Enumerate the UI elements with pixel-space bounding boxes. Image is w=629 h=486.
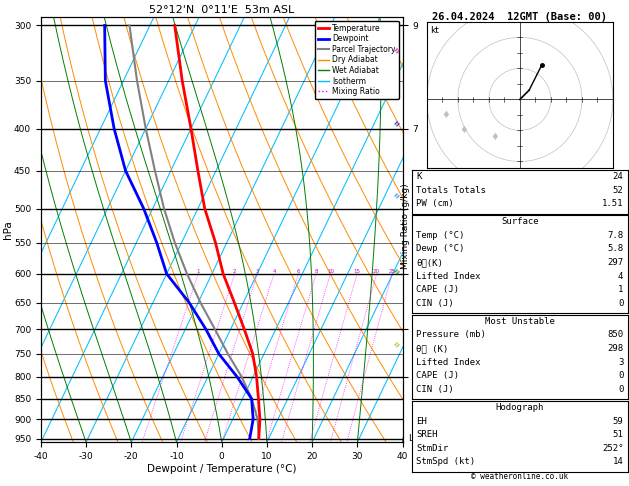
Text: θᴇ (K): θᴇ (K) [416,344,448,353]
Text: 20: 20 [373,269,380,274]
Text: CIN (J): CIN (J) [416,385,454,394]
Text: ≡: ≡ [393,119,402,127]
Text: 1: 1 [196,269,200,274]
Text: 297: 297 [607,258,623,267]
Y-axis label: km
ASL: km ASL [427,219,445,241]
Text: Pressure (mb): Pressure (mb) [416,330,486,340]
Y-axis label: hPa: hPa [3,220,13,239]
Text: 3: 3 [618,358,623,367]
Text: PW (cm): PW (cm) [416,199,454,208]
Title: 52°12'N  0°11'E  53m ASL: 52°12'N 0°11'E 53m ASL [149,5,294,15]
Text: CAPE (J): CAPE (J) [416,371,459,381]
Text: 15: 15 [353,269,360,274]
Text: kt: kt [430,26,440,35]
Text: Hodograph: Hodograph [496,403,544,412]
Text: 14: 14 [613,457,623,467]
Text: 25: 25 [389,269,396,274]
Text: θᴇ(K): θᴇ(K) [416,258,443,267]
Text: 298: 298 [607,344,623,353]
Text: Most Unstable: Most Unstable [485,317,555,326]
Text: 4: 4 [618,272,623,281]
Text: 59: 59 [613,417,623,426]
Text: 24: 24 [613,172,623,181]
Text: 3: 3 [255,269,259,274]
Text: Lifted Index: Lifted Index [416,358,481,367]
Text: CAPE (J): CAPE (J) [416,285,459,295]
Text: StmSpd (kt): StmSpd (kt) [416,457,476,467]
Text: Lifted Index: Lifted Index [416,272,481,281]
Text: 1: 1 [618,285,623,295]
Text: ♦: ♦ [441,110,450,120]
Text: 6: 6 [296,269,300,274]
Text: 10: 10 [327,269,334,274]
Text: ≡: ≡ [393,47,402,55]
Text: Temp (°C): Temp (°C) [416,231,465,240]
Text: ≡: ≡ [393,268,402,277]
Text: © weatheronline.co.uk: © weatheronline.co.uk [471,472,569,481]
Text: Dewp (°C): Dewp (°C) [416,244,465,254]
Text: 1.51: 1.51 [602,199,623,208]
Text: Mixing Ratio (g/kg): Mixing Ratio (g/kg) [401,183,410,269]
Text: CIN (J): CIN (J) [416,299,454,308]
Text: StmDir: StmDir [416,444,448,453]
Text: 252°: 252° [602,444,623,453]
Text: 51: 51 [613,430,623,439]
Text: 0: 0 [618,371,623,381]
Text: 0: 0 [618,299,623,308]
Text: 4: 4 [272,269,276,274]
Text: ♦: ♦ [491,132,499,141]
Text: ♦: ♦ [460,125,469,136]
Text: Totals Totals: Totals Totals [416,186,486,195]
Text: 7.8: 7.8 [607,231,623,240]
X-axis label: Dewpoint / Temperature (°C): Dewpoint / Temperature (°C) [147,464,296,474]
Text: 52: 52 [613,186,623,195]
Text: 5.8: 5.8 [607,244,623,254]
Text: Surface: Surface [501,217,538,226]
Text: 850: 850 [607,330,623,340]
Text: ≡: ≡ [393,191,402,200]
Legend: Temperature, Dewpoint, Parcel Trajectory, Dry Adiabat, Wet Adiabat, Isotherm, Mi: Temperature, Dewpoint, Parcel Trajectory… [314,21,399,99]
Text: 26.04.2024  12GMT (Base: 00): 26.04.2024 12GMT (Base: 00) [432,12,608,22]
Text: 2: 2 [233,269,237,274]
Text: K: K [416,172,422,181]
Text: ≡: ≡ [393,340,402,348]
Text: SREH: SREH [416,430,438,439]
Text: LCL: LCL [408,434,425,443]
Text: 8: 8 [314,269,318,274]
Text: EH: EH [416,417,427,426]
Text: 0: 0 [618,385,623,394]
